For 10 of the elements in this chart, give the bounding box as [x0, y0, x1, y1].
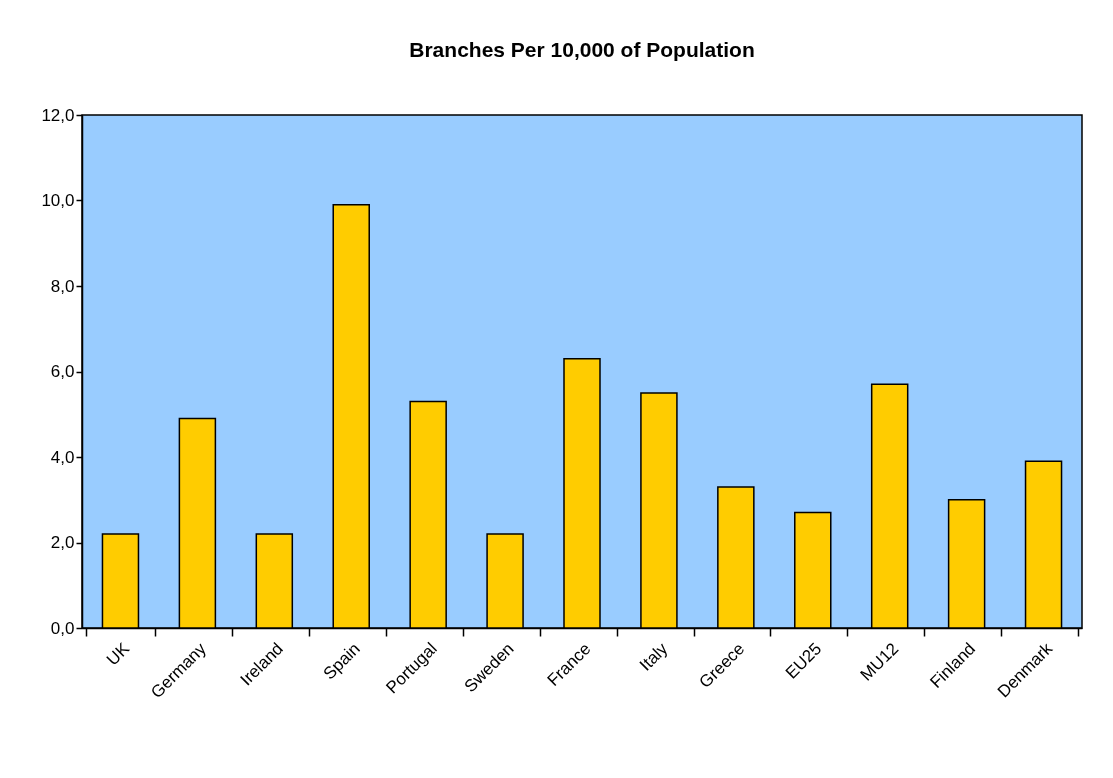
y-tick-label: 6,0: [50, 362, 75, 381]
y-tick-label: 0,0: [50, 618, 75, 638]
y-tick-label: 10,0: [41, 191, 75, 210]
x-tick-label: Italy: [635, 638, 672, 675]
y-tick-label: 2,0: [50, 533, 75, 552]
y-tick-label: 8,0: [50, 276, 75, 296]
y-tick-label: 4,0: [50, 447, 75, 467]
chart-title: Branches Per 10,000 of Population: [409, 38, 755, 61]
y-tick-label: 12,0: [41, 105, 75, 125]
x-tick-label: UK: [102, 638, 134, 670]
